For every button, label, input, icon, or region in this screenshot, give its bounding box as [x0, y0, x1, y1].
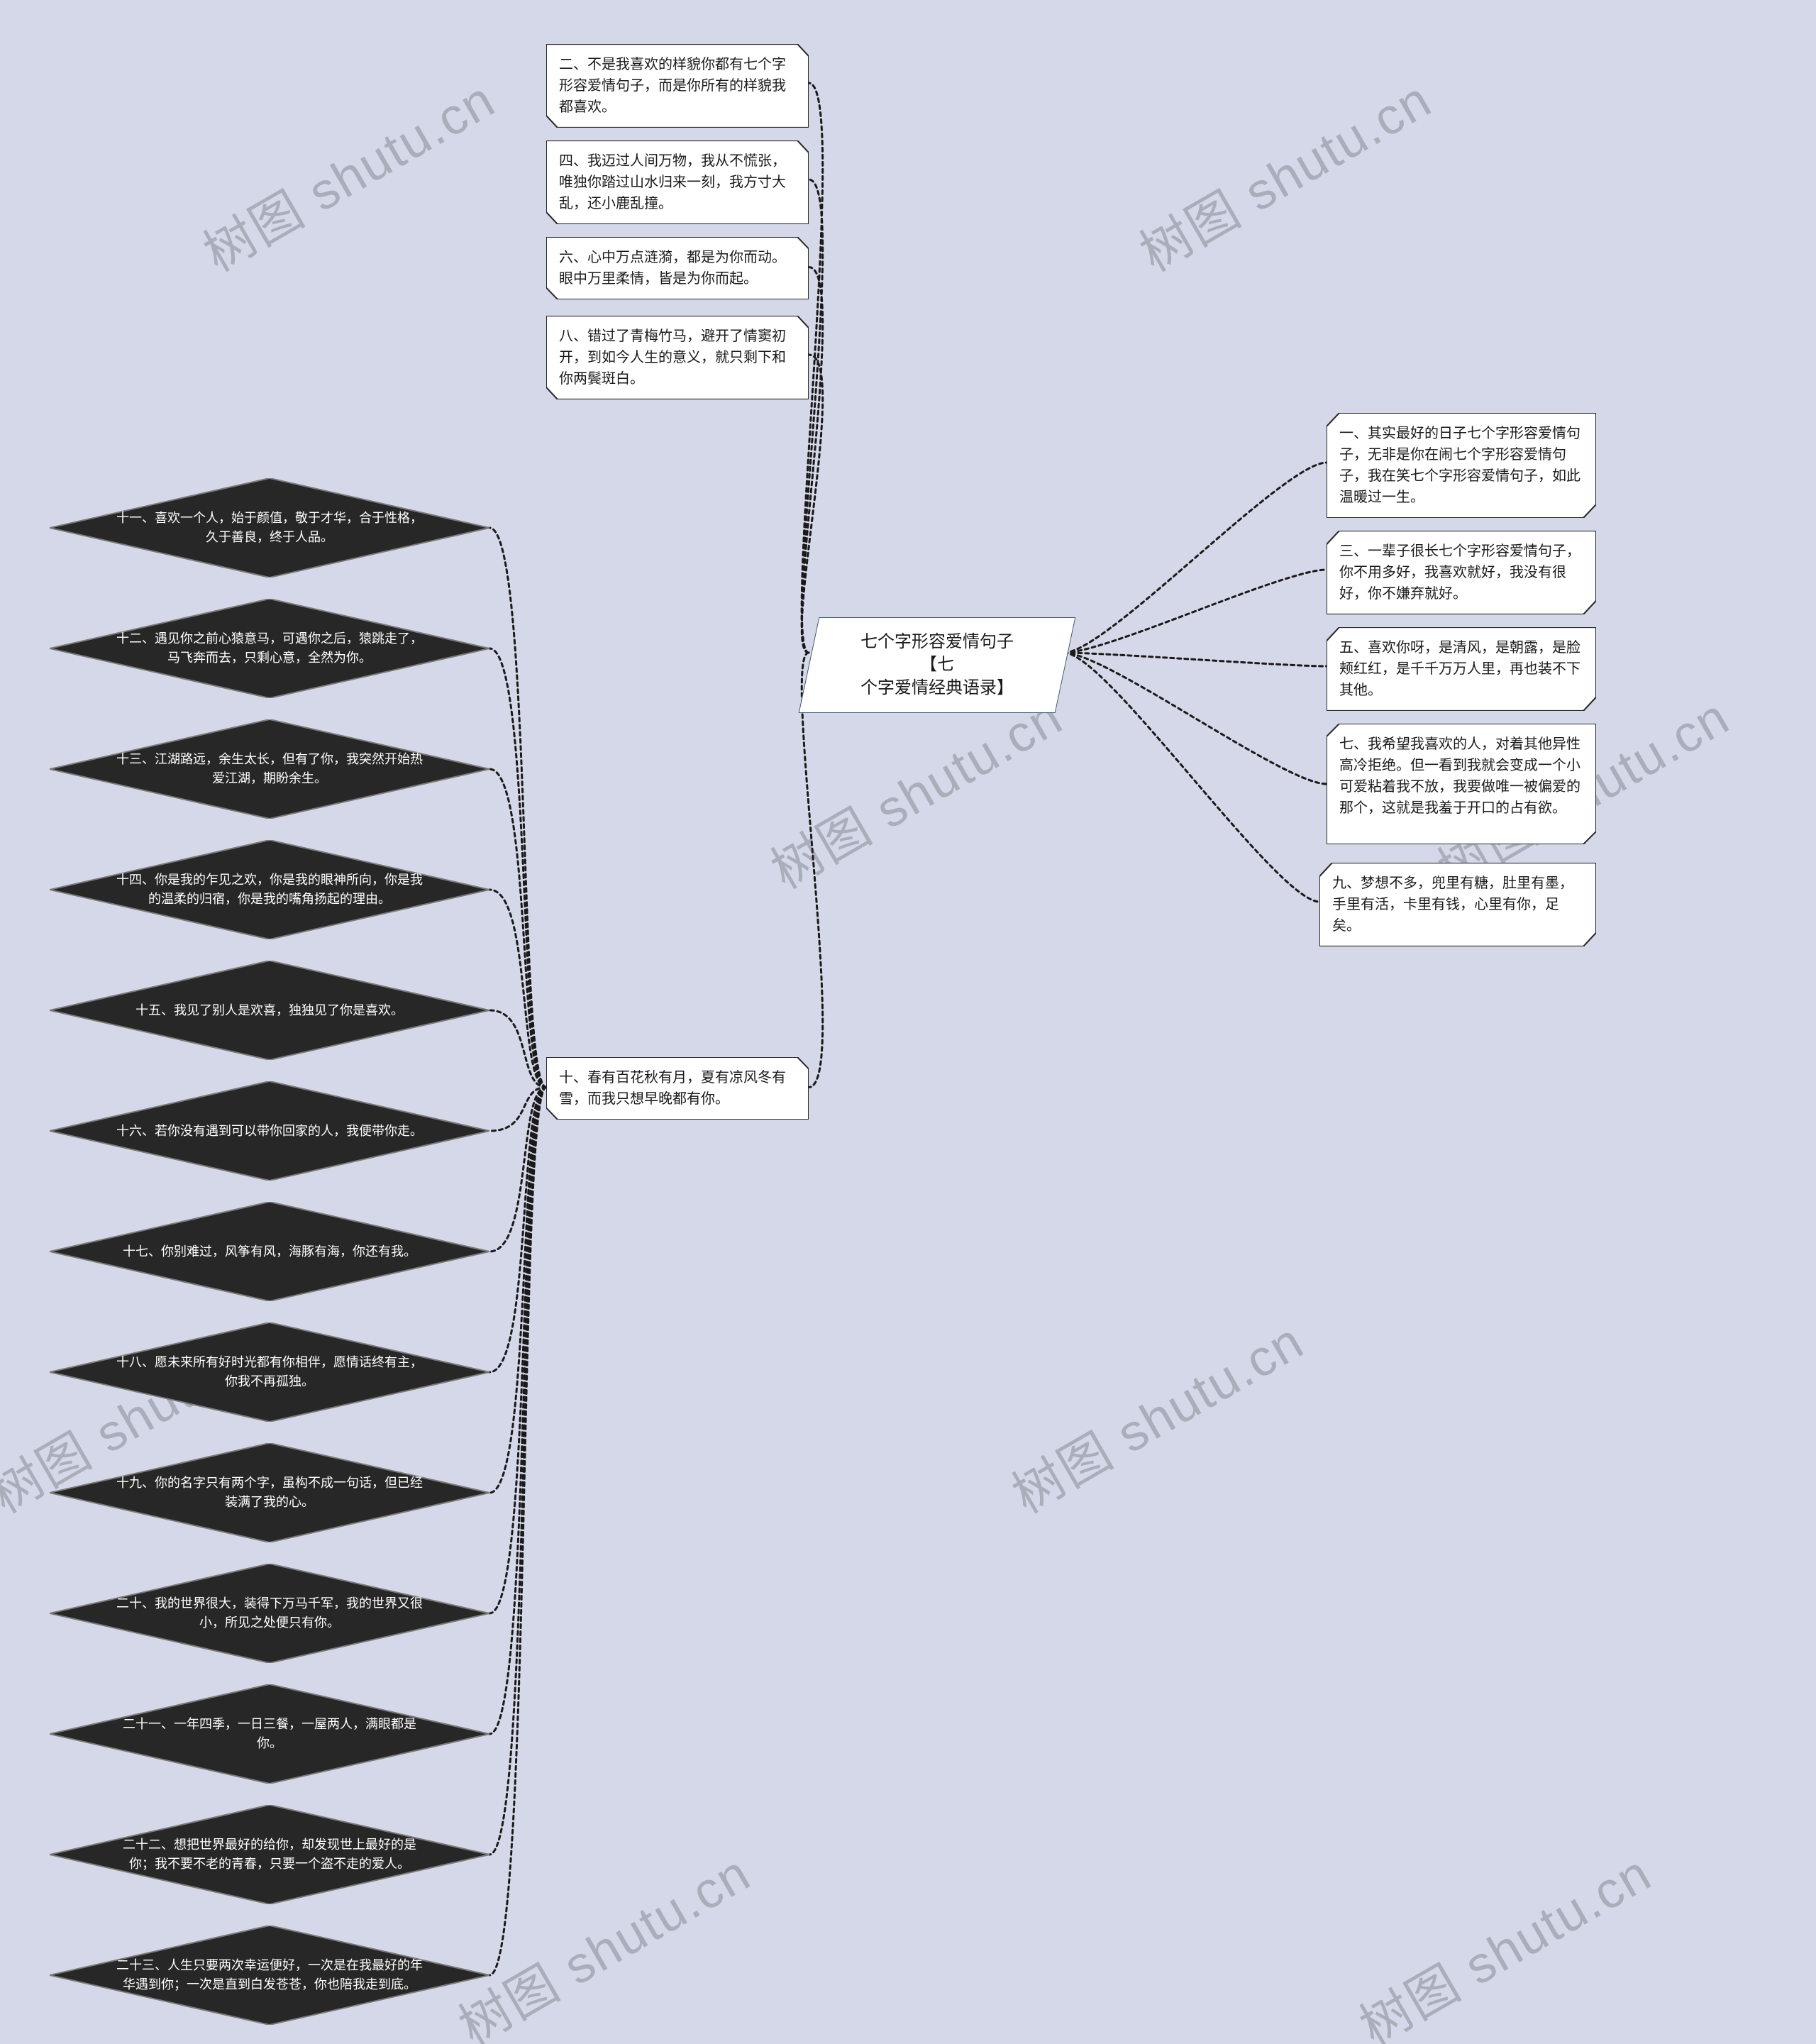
mindmap-canvas: 树图 shutu.cn 树图 shutu.cn 树图 shutu.cn 树图 shut… [0, 0, 1816, 2044]
left-node-5: 十五、我见了别人是欢喜，独独见了你是喜欢。 [50, 961, 489, 1060]
left-node-text-4: 十四、你是我的乍见之欢，你是我的眼神所向，你是我的温柔的归宿，你是我的嘴角扬起的… [50, 840, 489, 939]
left-node-text-5: 十五、我见了别人是欢喜，独独见了你是喜欢。 [50, 961, 489, 1060]
right-node-4: 七、我希望我喜欢的人，对着其他异性高冷拒绝。但一看到我就会变成一个小可爱粘着我不… [1327, 724, 1596, 844]
watermark: 树图 shutu.cn [443, 1832, 761, 2044]
right-node-2: 三、一辈子很长七个字形容爱情句子，你不用多好，我喜欢就好，我没有很好，你不嫌弃就… [1327, 531, 1596, 614]
right-node-3: 五、喜欢你呀，是清风，是朝露，是脸颊红红，是千千万万人里，再也装不下其他。 [1327, 627, 1596, 711]
ten-node-text: 十、春有百花秋有月，夏有凉风冬有雪，而我只想早晚都有你。 [559, 1067, 796, 1110]
left-node-text-3: 十三、江湖路远，余生太长，但有了你，我突然开始热爱江湖，期盼余生。 [50, 719, 489, 819]
left-node-11: 二十一、一年四季，一日三餐，一屋两人，满眼都是你。 [50, 1684, 489, 1784]
mid-node-text-4: 八、错过了青梅竹马，避开了情窦初开，到如今人生的意义，就只剩下和你两鬓斑白。 [559, 326, 796, 390]
left-node-text-6: 十六、若你没有遇到可以带你回家的人，我便带你走。 [50, 1081, 489, 1181]
left-node-1: 十一、喜欢一个人，始于颜值，敬于才华，合于性格，久于善良，终于人品。 [50, 478, 489, 578]
mid-node-text-1: 二、不是我喜欢的样貌你都有七个字形容爱情句子，而是你所有的样貌我都喜欢。 [559, 54, 796, 118]
watermark: 树图 shutu.cn [187, 58, 506, 285]
right-node-text-4: 七、我希望我喜欢的人，对着其他异性高冷拒绝。但一看到我就会变成一个小可爱粘着我不… [1339, 734, 1583, 819]
left-node-2: 十二、遇见你之前心猿意马，可遇你之后，猿跳走了，马飞奔而去，只剩心意，全然为你。 [50, 599, 489, 698]
mid-node-4: 八、错过了青梅竹马，避开了情窦初开，到如今人生的意义，就只剩下和你两鬓斑白。 [546, 316, 809, 399]
left-node-text-7: 十七、你别难过，风筝有风，海豚有海，你还有我。 [50, 1202, 489, 1301]
left-node-text-13: 二十三、人生只要两次幸运便好，一次是在我最好的年华遇到你；一次是直到白发苍苍，你… [50, 1926, 489, 2025]
right-node-text-2: 三、一辈子很长七个字形容爱情句子，你不用多好，我喜欢就好，我没有很好，你不嫌弃就… [1339, 541, 1583, 604]
center-topic: 七个字形容爱情句子【七个字爱情经典语录】 [799, 617, 1076, 713]
left-node-text-11: 二十一、一年四季，一日三餐，一屋两人，满眼都是你。 [50, 1684, 489, 1784]
right-node-5: 九、梦想不多，兜里有糖，肚里有墨，手里有活，卡里有钱，心里有你，足矣。 [1319, 863, 1596, 946]
right-node-text-1: 一、其实最好的日子七个字形容爱情句子，无非是你在闹七个字形容爱情句子，我在笑七个… [1339, 423, 1583, 508]
left-node-text-10: 二十、我的世界很大，装得下万马千军，我的世界又很小，所见之处便只有你。 [50, 1564, 489, 1663]
mid-node-text-2: 四、我迈过人间万物，我从不慌张，唯独你踏过山水归来一刻，我方寸大乱，还小鹿乱撞。 [559, 150, 796, 214]
left-node-12: 二十二、想把世界最好的给你，却发现世上最好的是你；我不要不老的青春，只要一个盗不… [50, 1805, 489, 1904]
center-topic-text: 七个字形容爱情句子【七个字爱情经典语录】 [845, 631, 1029, 700]
mid-node-text-3: 六、心中万点涟漪，都是为你而动。眼中万里柔情，皆是为你而起。 [559, 247, 796, 289]
right-node-1: 一、其实最好的日子七个字形容爱情句子，无非是你在闹七个字形容爱情句子，我在笑七个… [1327, 413, 1596, 518]
left-node-text-2: 十二、遇见你之前心猿意马，可遇你之后，猿跳走了，马飞奔而去，只剩心意，全然为你。 [50, 599, 489, 698]
left-node-8: 十八、愿未来所有好时光都有你相伴，愿情话终有主，你我不再孤独。 [50, 1322, 489, 1422]
left-node-10: 二十、我的世界很大，装得下万马千军，我的世界又很小，所见之处便只有你。 [50, 1564, 489, 1663]
left-node-9: 十九、你的名字只有两个字，虽构不成一句话，但已经装满了我的心。 [50, 1443, 489, 1542]
left-node-text-1: 十一、喜欢一个人，始于颜值，敬于才华，合于性格，久于善良，终于人品。 [50, 478, 489, 578]
left-node-text-9: 十九、你的名字只有两个字，虽构不成一句话，但已经装满了我的心。 [50, 1443, 489, 1542]
left-node-6: 十六、若你没有遇到可以带你回家的人，我便带你走。 [50, 1081, 489, 1181]
ten-node: 十、春有百花秋有月，夏有凉风冬有雪，而我只想早晚都有你。 [546, 1057, 809, 1120]
watermark: 树图 shutu.cn [1344, 1832, 1662, 2044]
left-node-13: 二十三、人生只要两次幸运便好，一次是在我最好的年华遇到你；一次是直到白发苍苍，你… [50, 1926, 489, 2025]
right-node-text-5: 九、梦想不多，兜里有糖，肚里有墨，手里有活，卡里有钱，心里有你，足矣。 [1332, 873, 1583, 937]
watermark: 树图 shutu.cn [996, 1300, 1314, 1527]
left-node-4: 十四、你是我的乍见之欢，你是我的眼神所向，你是我的温柔的归宿，你是我的嘴角扬起的… [50, 840, 489, 939]
watermark: 树图 shutu.cn [1124, 58, 1442, 285]
mid-node-3: 六、心中万点涟漪，都是为你而动。眼中万里柔情，皆是为你而起。 [546, 237, 809, 299]
left-node-3: 十三、江湖路远，余生太长，但有了你，我突然开始热爱江湖，期盼余生。 [50, 719, 489, 819]
left-node-7: 十七、你别难过，风筝有风，海豚有海，你还有我。 [50, 1202, 489, 1301]
left-node-text-12: 二十二、想把世界最好的给你，却发现世上最好的是你；我不要不老的青春，只要一个盗不… [50, 1805, 489, 1904]
left-node-text-8: 十八、愿未来所有好时光都有你相伴，愿情话终有主，你我不再孤独。 [50, 1322, 489, 1422]
mid-node-2: 四、我迈过人间万物，我从不慌张，唯独你踏过山水归来一刻，我方寸大乱，还小鹿乱撞。 [546, 140, 809, 224]
right-node-text-3: 五、喜欢你呀，是清风，是朝露，是脸颊红红，是千千万万人里，再也装不下其他。 [1339, 637, 1583, 701]
mid-node-1: 二、不是我喜欢的样貌你都有七个字形容爱情句子，而是你所有的样貌我都喜欢。 [546, 44, 809, 128]
